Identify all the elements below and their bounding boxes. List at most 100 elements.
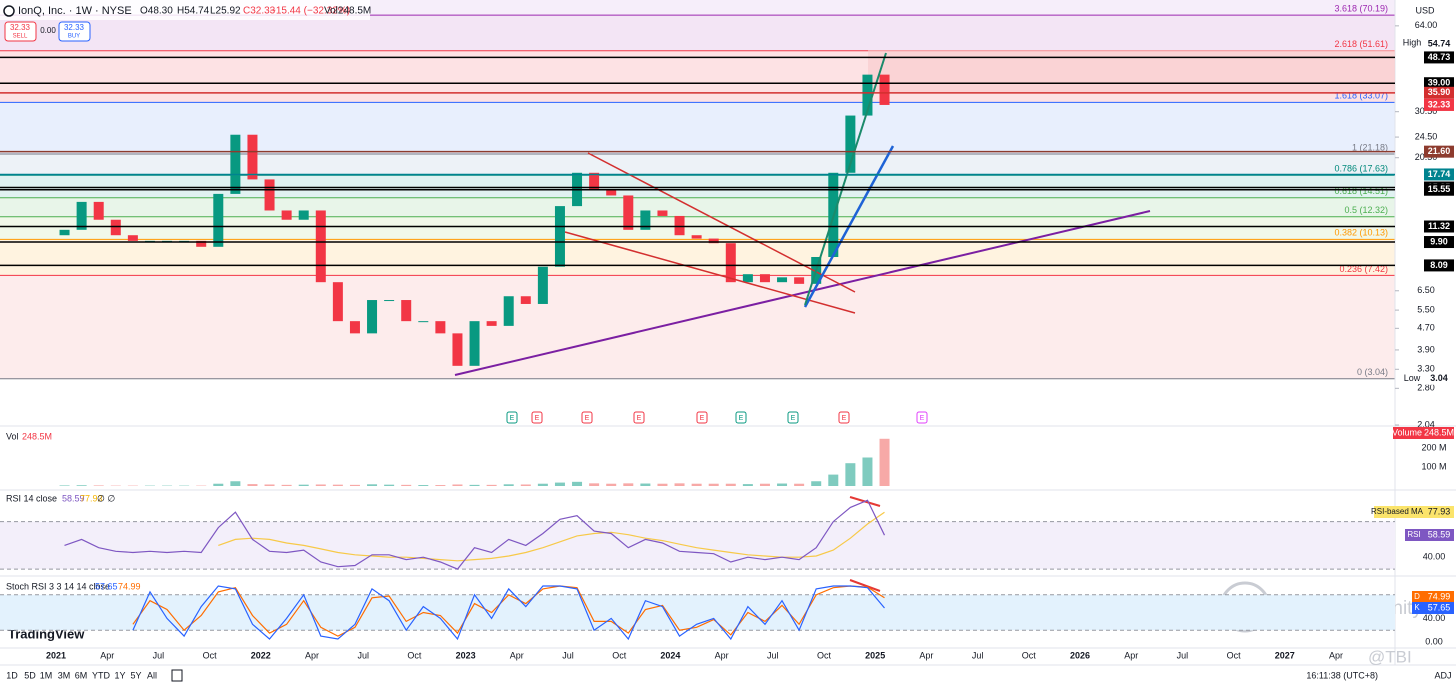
earnings-badge[interactable] — [735, 411, 747, 424]
candle — [247, 134, 258, 180]
volume-bar — [674, 483, 685, 486]
range-button[interactable]: YTD — [92, 670, 111, 680]
x-tick-label: Jul — [972, 650, 984, 660]
earnings-badge[interactable] — [838, 411, 850, 424]
volume-bar — [554, 482, 565, 486]
candle — [349, 321, 360, 334]
rsi-extra: ∅ ∅ — [97, 493, 115, 503]
candle — [554, 206, 565, 267]
ohlc-close: C32.33 — [243, 6, 276, 17]
candle — [127, 235, 138, 241]
price-tag — [1424, 183, 1454, 196]
stoch-d-value: 74.99 — [118, 581, 141, 591]
x-tick-label: Oct — [612, 650, 627, 660]
price-tag — [1424, 236, 1454, 249]
stoch-tag — [1412, 591, 1454, 603]
candle — [452, 333, 463, 366]
clock: 16:11:38 (UTC+8) — [1306, 670, 1378, 680]
x-tick-label: Oct — [1227, 650, 1242, 660]
volume-bar — [537, 483, 548, 486]
candle — [589, 172, 600, 191]
price-tag — [1424, 145, 1454, 158]
stoch-k-line — [132, 585, 885, 641]
candle — [76, 201, 87, 230]
buy-button[interactable] — [58, 21, 91, 42]
sell-button[interactable] — [4, 21, 37, 42]
x-tick-label: Jul — [562, 650, 574, 660]
price-tag — [1424, 168, 1454, 181]
x-tick-label: Apr — [510, 650, 524, 660]
price-tag-label: 9.90 — [1430, 236, 1448, 246]
price-tag — [1424, 37, 1454, 50]
stoch-title: Stoch RSI 3 3 14 14 close — [6, 581, 110, 591]
volume-bar — [367, 484, 378, 486]
candle — [384, 300, 395, 302]
range-button[interactable]: 6M — [75, 670, 88, 680]
candle — [196, 240, 207, 247]
earnings-badge[interactable] — [633, 411, 645, 424]
sell-price: 32.33 — [10, 23, 31, 32]
range-button[interactable]: 3M — [58, 670, 71, 680]
volume-bar — [315, 484, 326, 486]
candle — [332, 282, 343, 322]
earnings-label: E — [791, 415, 796, 422]
earnings-badge[interactable] — [696, 411, 708, 424]
symbol: IonQ, Inc. · 1W · NYSE — [18, 5, 132, 17]
stoch-band — [0, 594, 1395, 631]
y-tick-label: 3.30 — [1417, 364, 1435, 374]
earnings-badge[interactable] — [916, 411, 928, 424]
vol-tick-label: 100 M — [1421, 461, 1446, 471]
y-tick-label: 24.50 — [1415, 131, 1438, 141]
earnings-badge[interactable] — [581, 411, 593, 424]
low-label: Low — [1404, 373, 1421, 383]
earnings-badge[interactable] — [787, 411, 799, 424]
fib-label: 1 (21.18) — [1352, 142, 1388, 152]
volume-bar — [401, 484, 412, 486]
candle — [503, 296, 514, 326]
rsi-ma-line — [218, 511, 885, 562]
candle — [777, 277, 788, 283]
earnings-badge[interactable] — [506, 411, 518, 424]
earnings-label: E — [585, 415, 590, 422]
stoch-tick-label: 0.00 — [1425, 636, 1443, 646]
fib-label: 3.618 (70.19) — [1334, 4, 1388, 14]
candle — [418, 321, 429, 323]
volume-bar — [589, 483, 600, 486]
range-button[interactable]: 1Y — [114, 670, 125, 680]
earnings-badge[interactable] — [531, 411, 543, 424]
range-button[interactable]: 5D — [24, 670, 36, 680]
handle: @TBI — [1368, 647, 1412, 666]
candle — [435, 321, 446, 334]
currency: USD — [1415, 5, 1435, 15]
candle — [59, 229, 70, 236]
volume-bar — [640, 483, 651, 486]
range-button[interactable]: All — [147, 670, 157, 680]
rsi-tick-label: 40.00 — [1423, 552, 1446, 562]
price-tag — [1424, 77, 1454, 90]
candle — [264, 179, 275, 211]
price-tag-label: 39.00 — [1428, 78, 1451, 88]
rsi-ma-tag — [1374, 506, 1454, 518]
x-tick-label: Oct — [1022, 650, 1037, 660]
volume-bar — [298, 484, 309, 486]
price-tag-label: 15.55 — [1428, 184, 1451, 194]
fib-label: 0.5 (12.32) — [1344, 205, 1388, 215]
x-tick-label: Apr — [715, 650, 729, 660]
range-button[interactable]: 1M — [40, 670, 53, 680]
date-range-icon[interactable] — [171, 669, 183, 682]
candle — [606, 190, 617, 196]
candle — [623, 195, 634, 230]
rsi-tag-label: RSI — [1407, 530, 1420, 539]
spread: 0.00 — [40, 26, 56, 35]
volume-bar — [708, 483, 719, 486]
volume-bar — [93, 485, 104, 486]
x-tick-label: Oct — [203, 650, 218, 660]
volume-bar — [332, 484, 343, 486]
price-tag-label: 54.74 — [1428, 38, 1451, 48]
x-tick-label: Jul — [767, 650, 779, 660]
range-button[interactable]: 1D — [6, 670, 18, 680]
adj[interactable]: ADJ — [1434, 670, 1451, 680]
range-button[interactable]: 5Y — [130, 670, 141, 680]
x-tick-label: 2025 — [865, 650, 885, 660]
x-tick-label: Apr — [1329, 650, 1343, 660]
